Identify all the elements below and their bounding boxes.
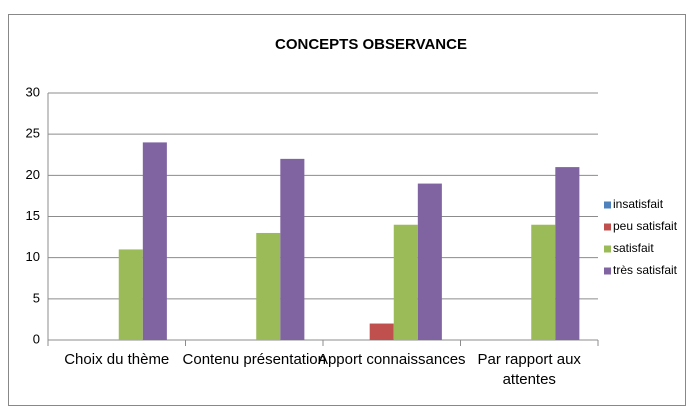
bar xyxy=(280,158,305,340)
bar xyxy=(555,167,580,340)
chart-title: CONCEPTS OBSERVANCE xyxy=(275,36,467,53)
bar xyxy=(118,249,143,340)
x-tick-label: Apport connaissances xyxy=(317,351,466,368)
x-tick-label: Par rapport aux attentes xyxy=(477,351,581,388)
bar xyxy=(369,323,394,340)
y-tick-label: 5 xyxy=(33,290,40,305)
legend-label: très satisfait xyxy=(613,263,678,277)
legend-swatch xyxy=(604,267,611,275)
legend-label: satisfait xyxy=(613,241,654,255)
bar xyxy=(256,232,281,340)
legend-swatch xyxy=(604,245,611,253)
y-tick-label: 20 xyxy=(26,167,40,182)
y-tick-label: 25 xyxy=(26,126,40,141)
legend-label: peu satisfait xyxy=(613,219,678,233)
y-tick-label: 15 xyxy=(26,208,40,223)
legend-label: insatisfait xyxy=(613,197,664,211)
bar xyxy=(393,224,418,340)
x-tick-label: Choix du thème xyxy=(64,351,170,368)
chart-border xyxy=(8,14,686,406)
legend-swatch xyxy=(604,223,611,231)
bar xyxy=(417,183,442,340)
x-tick-label: Contenu présentation xyxy=(182,351,326,368)
y-tick-label: 10 xyxy=(26,249,40,264)
bar xyxy=(142,142,167,340)
bar xyxy=(531,224,556,340)
y-tick-label: 30 xyxy=(26,84,40,99)
y-tick-label: 0 xyxy=(33,331,40,346)
legend-swatch xyxy=(604,201,611,209)
